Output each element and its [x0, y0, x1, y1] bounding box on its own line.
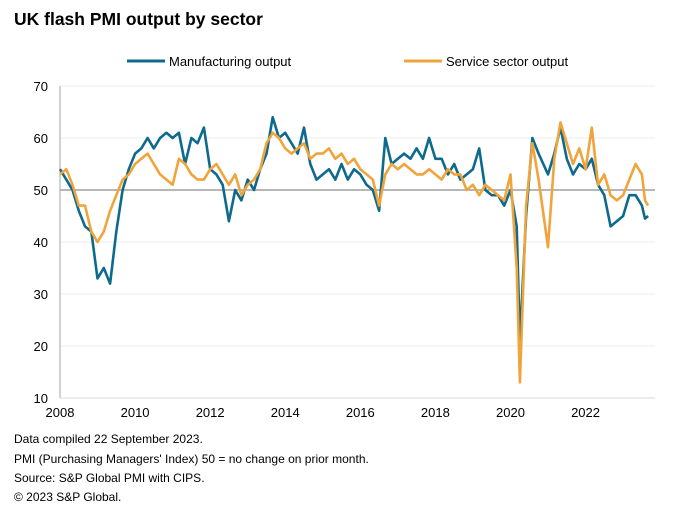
x-tick-label: 2012 — [196, 405, 225, 420]
series-line-manufacturing — [58, 115, 649, 343]
y-tick-label: 70 — [34, 79, 48, 94]
x-tick-label: 2020 — [496, 405, 525, 420]
footnote-copyright: © 2023 S&P Global. — [14, 490, 122, 504]
footnote-pmi-definition: PMI (Purchasing Managers' Index) 50 = no… — [14, 452, 369, 466]
x-tick-label: 2016 — [346, 405, 375, 420]
x-tick-label: 2018 — [421, 405, 450, 420]
footnote-source: Source: S&P Global PMI with CIPS. — [14, 471, 205, 485]
y-tick-label: 10 — [34, 391, 48, 406]
x-tick-label: 2014 — [271, 405, 300, 420]
footnote-compiled: Data compiled 22 September 2023. — [14, 432, 203, 446]
y-tick-label: 40 — [34, 235, 48, 250]
chart-title: UK flash PMI output by sector — [14, 9, 263, 29]
y-tick-label: 20 — [34, 339, 48, 354]
x-tick-label: 2022 — [571, 405, 600, 420]
legend-label-manufacturing: Manufacturing output — [169, 54, 292, 69]
legend-label-services: Service sector output — [446, 54, 569, 69]
y-tick-label: 60 — [34, 131, 48, 146]
y-tick-label: 30 — [34, 287, 48, 302]
y-tick-label: 50 — [34, 183, 48, 198]
series-line-services — [59, 121, 650, 384]
x-tick-label: 2010 — [121, 405, 150, 420]
x-tick-label: 2008 — [46, 405, 75, 420]
